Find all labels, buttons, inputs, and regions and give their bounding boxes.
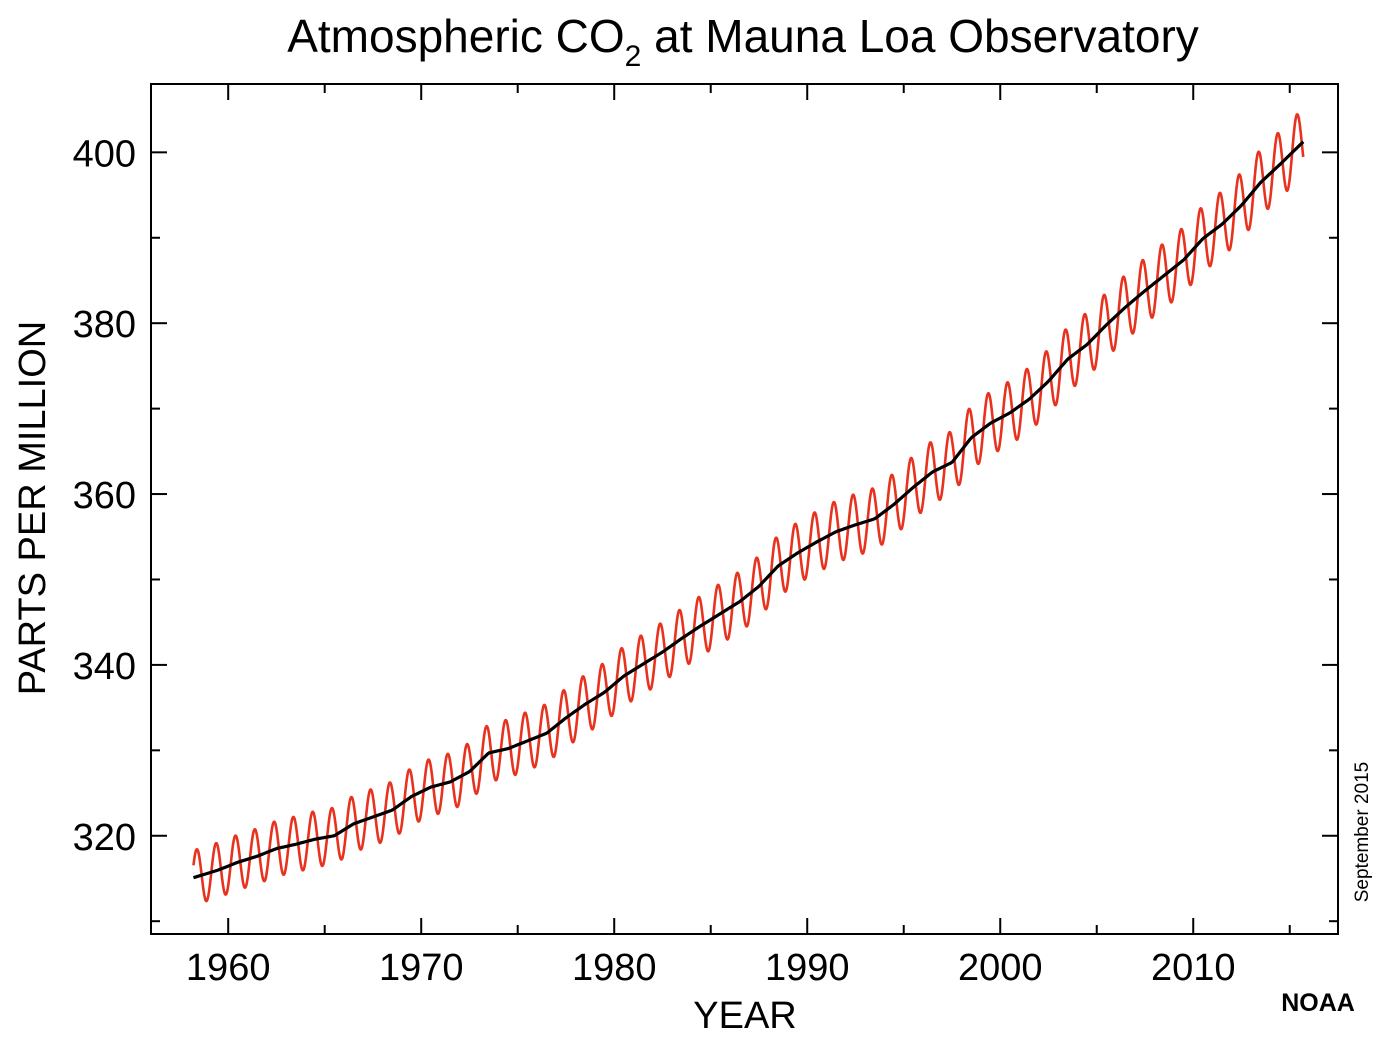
monthly-co2-line [192, 113, 1305, 903]
source-label: NOAA [1281, 989, 1355, 1017]
y-axis-label: PARTS PER MILLION [12, 321, 54, 695]
x-tick-label: 1960 [186, 947, 271, 989]
x-tick-label: 1990 [765, 947, 850, 989]
y-tick-label: 380 [73, 304, 136, 346]
y-tick-label: 360 [73, 475, 136, 517]
x-axis-label: YEAR [693, 995, 796, 1032]
plot-area [192, 113, 1305, 903]
date-annotation: September 2015 [1352, 762, 1373, 903]
y-tick-label: 340 [73, 646, 136, 688]
x-tick-label: 1970 [379, 947, 464, 989]
x-tick-label: 2010 [1151, 947, 1236, 989]
y-tick-label: 320 [73, 817, 136, 859]
chart-title: Atmospheric CO2 at Mauna Loa Observatory [287, 10, 1199, 73]
chart-title-prefix: Atmospheric CO [287, 10, 624, 62]
seasonally-corrected-line [192, 140, 1305, 880]
x-tick-label: 1980 [572, 947, 657, 989]
chart-title-subscript: 2 [625, 40, 642, 73]
x-tick-label: 2000 [958, 947, 1043, 989]
axes: 1960 1970 1980 1990 2000 2010 320 340 360 380 400 [73, 83, 1339, 989]
y-tick-label: 400 [73, 133, 136, 175]
chart-title-suffix: at Mauna Loa Observatory [641, 10, 1198, 62]
plot-frame [150, 83, 1339, 935]
